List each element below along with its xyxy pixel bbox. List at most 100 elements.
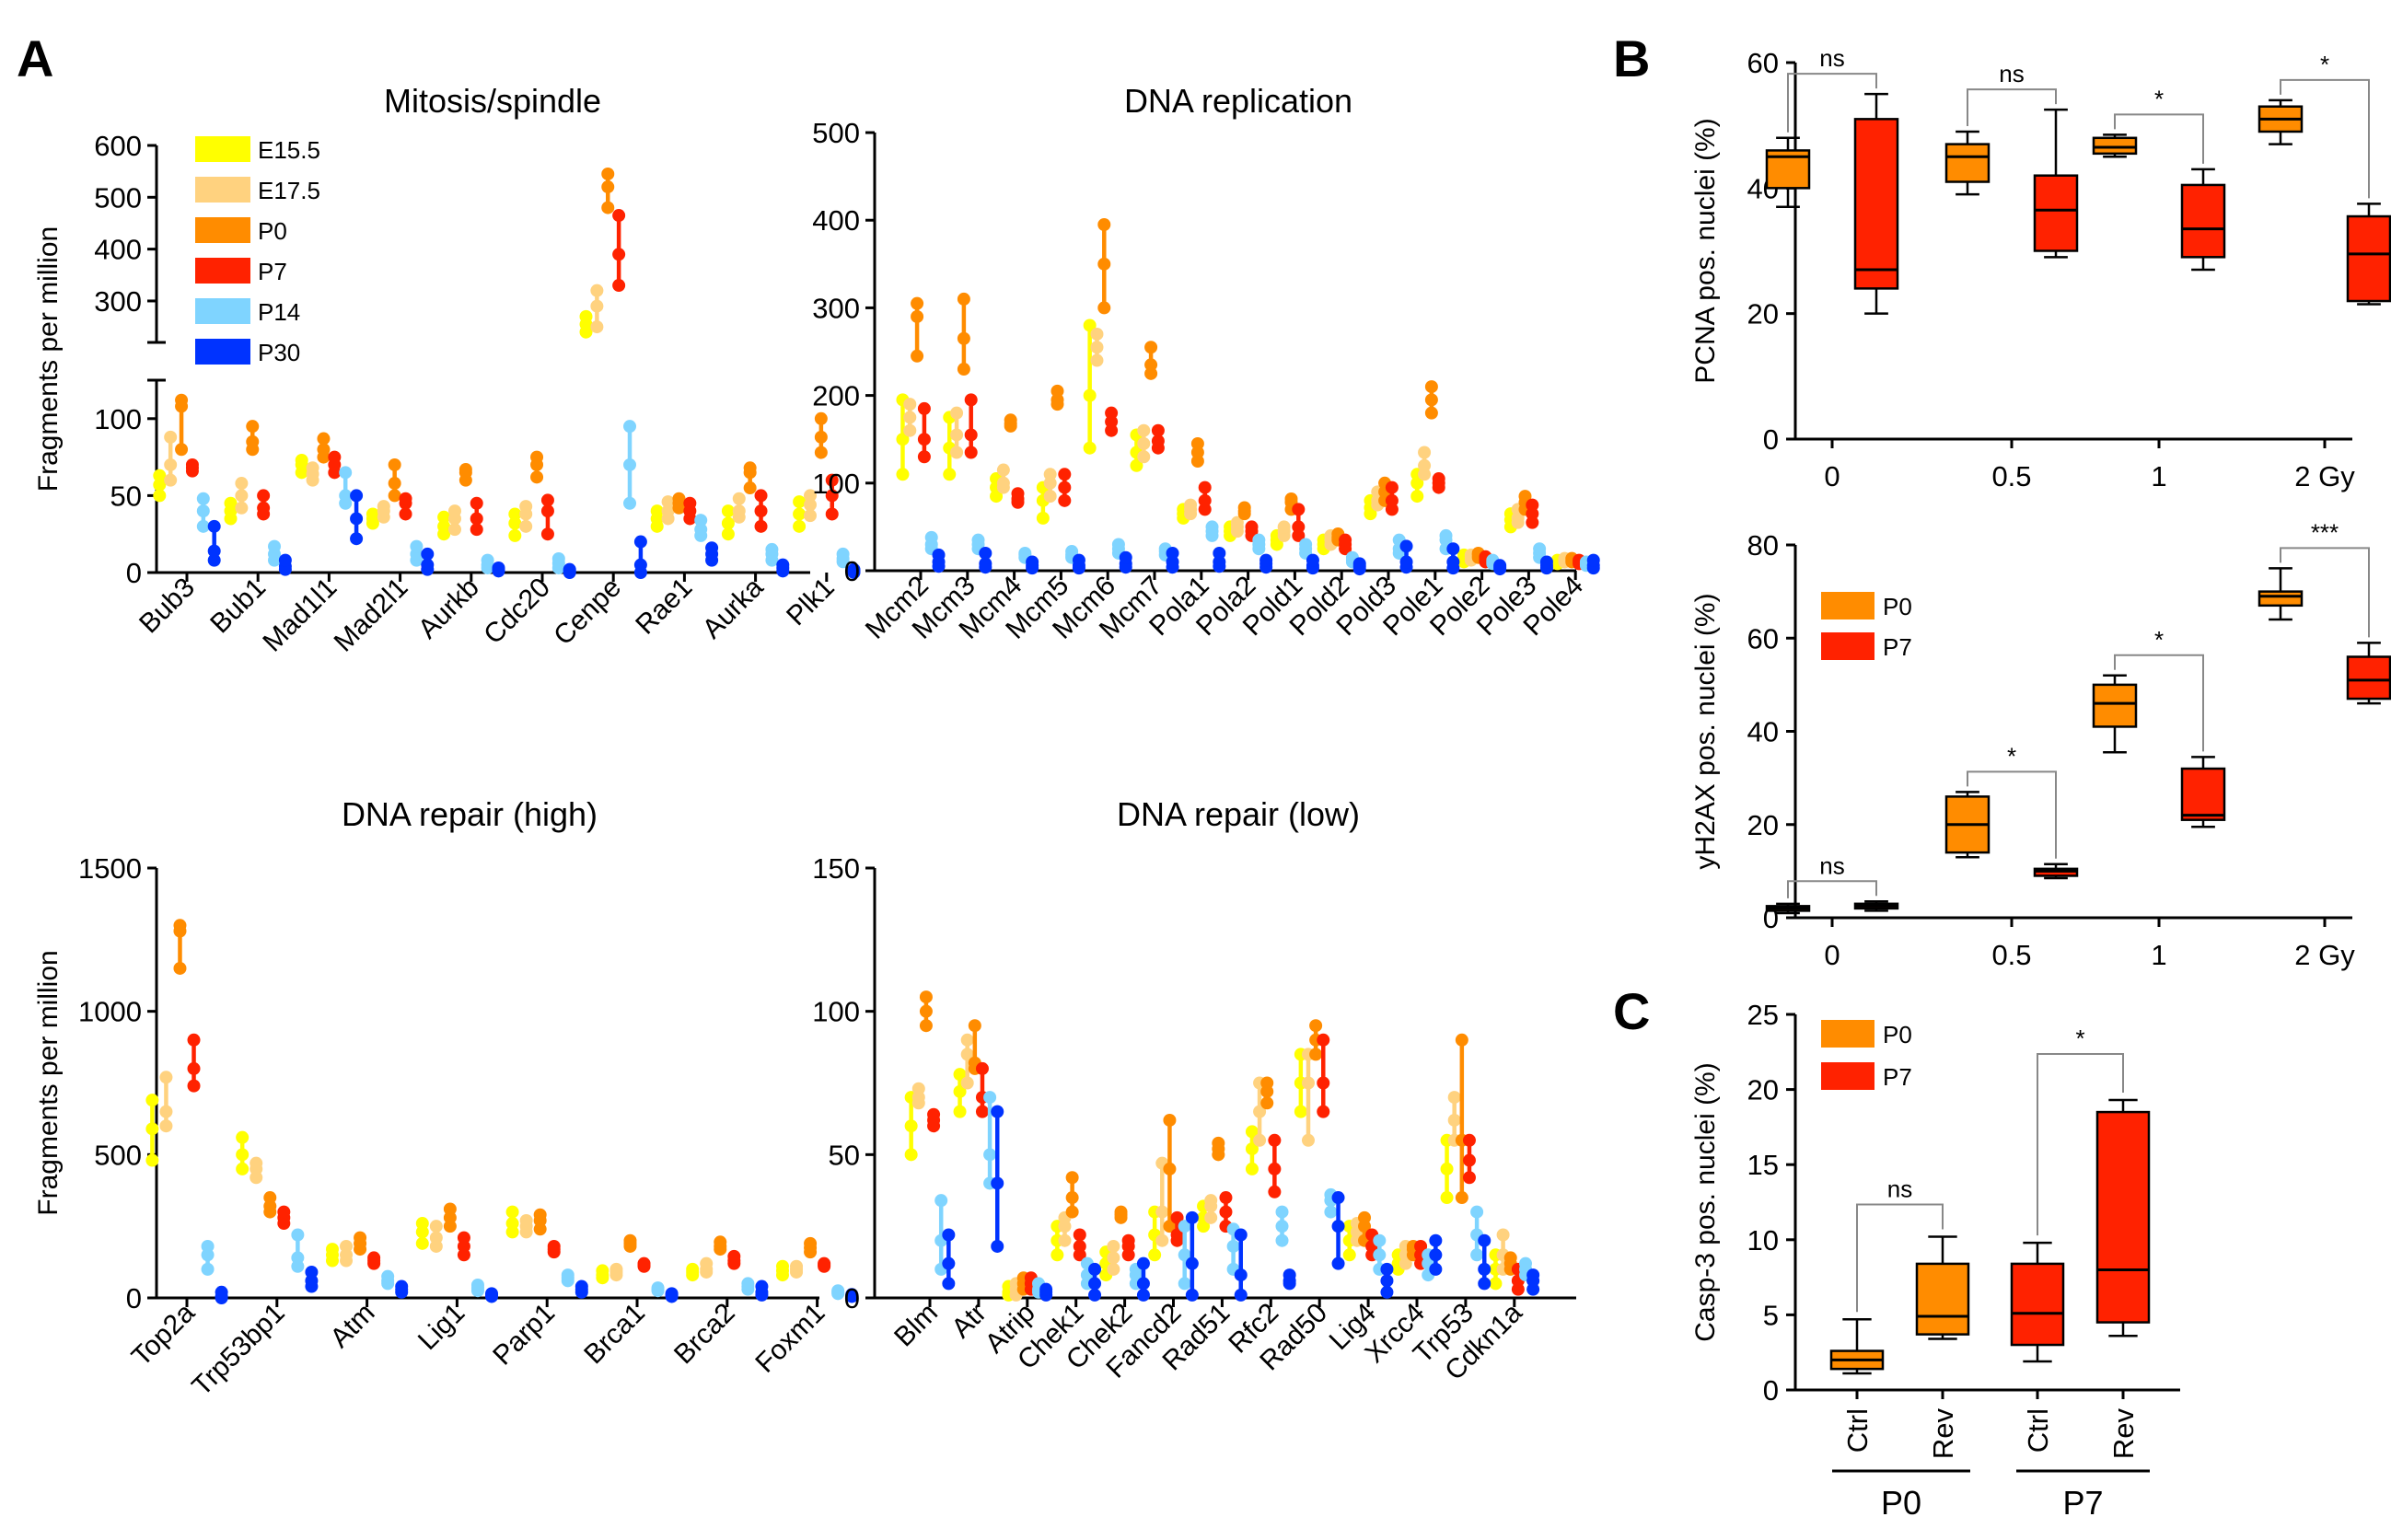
data-point-p30-cenpe-2 — [633, 535, 647, 549]
box-p0-2-gy-box — [2258, 590, 2304, 608]
data-point-e17-5-chek1-0 — [1058, 1233, 1072, 1247]
data-point-e17-5-mcm2-2 — [903, 398, 917, 411]
data-point-p7-mcm5-0 — [1058, 493, 1072, 507]
y-tick-label-500: 500 — [94, 1139, 142, 1171]
data-point-p7-pole1-2 — [1432, 472, 1445, 486]
data-point-p7-rad51-2 — [1219, 1191, 1233, 1205]
data-point-e17-5-cdkn1a-2 — [1496, 1228, 1510, 1242]
data-point-p7-plk1-0 — [825, 507, 839, 521]
x-tick-label-1: 1 — [2151, 939, 2166, 971]
x-category-label-cenpe: Cenpe — [548, 573, 627, 652]
data-point-p14-plk1-2 — [836, 547, 850, 561]
data-point-e15-5-parp1-1 — [505, 1217, 519, 1231]
x-category-label-cdc20: Cdc20 — [478, 573, 556, 651]
data-point-e17-5-mcm5-0 — [1043, 490, 1057, 504]
data-point-p30-blm-0 — [942, 1277, 956, 1291]
chart-title: DNA replication — [1124, 82, 1352, 120]
y-tick-label-15: 15 — [1747, 1149, 1779, 1181]
data-point-p0-pola2-2 — [1237, 501, 1251, 515]
data-point-p14-bub1-2 — [268, 539, 282, 553]
data-point-e15-5-cdc20-2 — [508, 507, 522, 521]
data-point-e17-5-mad2l1-2 — [377, 500, 390, 514]
data-point-e17-5-pold1-2 — [1277, 520, 1291, 534]
data-point-p30-rad50-0 — [1331, 1256, 1345, 1270]
data-point-p30-pold3-2 — [1399, 539, 1413, 553]
data-point-p0-bub1-1 — [246, 434, 260, 448]
data-point-p30-pold2-2 — [1352, 557, 1366, 571]
y-tick-label-0: 0 — [844, 1282, 860, 1314]
data-point-e17-5-rae1-1 — [661, 504, 675, 518]
data-point-e15-5-top2a-1 — [145, 1122, 159, 1136]
box-p0-1-box — [2092, 136, 2138, 156]
data-point-p14-fancd2-1 — [1178, 1248, 1191, 1262]
data-point-e17-5-foxm1-2 — [790, 1259, 804, 1273]
data-point-p7-plk1-1 — [825, 489, 839, 503]
data-point-e17-5-mcm5-2 — [1043, 468, 1057, 481]
data-point-p14-trp53-2 — [1470, 1205, 1484, 1219]
data-point-e17-5-bub3-2 — [164, 430, 178, 444]
data-point-e17-5-rad50-1 — [1301, 1076, 1315, 1090]
data-point-p0-blm-2 — [919, 990, 933, 1004]
data-point-e17-5-mcm6-1 — [1090, 341, 1104, 354]
data-point-p14-lig1-2 — [470, 1278, 484, 1291]
data-point-p14-pola1-2 — [1205, 520, 1219, 534]
data-point-p0-mad2l1-0 — [388, 489, 401, 503]
data-point-e17-5-trp53-2 — [1447, 1091, 1461, 1105]
data-point-p30-rad51-2 — [1234, 1228, 1248, 1242]
y-tick-label-5: 5 — [1763, 1299, 1779, 1331]
data-point-p14-cdc20-2 — [551, 551, 565, 565]
chart-casp3: 0 5 10 15 20 25 Casp-3 pos. nuclei (%) Ctrl Rev C… — [1690, 999, 2180, 1522]
data-point-p0-atr-2 — [968, 1019, 981, 1033]
y-tick-label-50: 50 — [110, 480, 142, 512]
x-tick-label-1: 1 — [2151, 460, 2166, 492]
data-point-p30-bub1-2 — [278, 553, 292, 567]
box-p0-rev-1-box — [1915, 1262, 1970, 1336]
data-point-p7-mad2l1-0 — [399, 507, 412, 521]
data-point-p14-bub3-1 — [196, 504, 210, 518]
data-point-p0-cenpe-1 — [601, 180, 615, 194]
data-point-e15-5-mcm3-0 — [943, 468, 957, 481]
data-point-p30-chek1-1 — [1088, 1277, 1102, 1291]
data-point-e15-5-mcm6-2 — [1083, 318, 1097, 332]
y-tick-label-500: 500 — [94, 181, 142, 214]
data-point-p0-mad2l1-1 — [388, 477, 401, 491]
data-point-p30-fancd2-0 — [1185, 1288, 1199, 1302]
data-point-p0-mcm6-2 — [1097, 217, 1111, 231]
y-tick-label-60: 60 — [1747, 622, 1779, 654]
data-point-e17-5-aurkb-0 — [447, 523, 461, 537]
data-point-e17-5-mcm2-1 — [903, 411, 917, 424]
data-point-p14-lig4-1 — [1373, 1248, 1387, 1262]
data-point-p0-pola1-2 — [1190, 436, 1204, 450]
data-point-p7-aurka-1 — [754, 504, 768, 518]
data-point-p30-bub3-2 — [207, 519, 221, 533]
data-point-p14-rad50-0 — [1324, 1205, 1338, 1219]
data-point-p14-pole3-2 — [1533, 542, 1547, 556]
data-point-e17-5-lig1-2 — [429, 1220, 443, 1233]
data-point-p7-mcm3-1 — [964, 428, 978, 442]
data-point-p14-fancd2-2 — [1178, 1220, 1191, 1233]
data-point-p30-trp53-0 — [1478, 1277, 1491, 1291]
data-point-p30-mad1l1-1 — [350, 512, 364, 526]
data-point-e15-5-mcm7-0 — [1130, 458, 1143, 472]
x-category-label-rev: Rev — [1927, 1408, 1959, 1460]
data-point-e17-5-cenpe-1 — [590, 299, 604, 313]
legend-swatch-p0 — [1821, 592, 1874, 619]
data-point-e15-5-trp53-0 — [1440, 1191, 1454, 1205]
legend-label-p7: P7 — [1883, 1063, 1912, 1091]
data-point-p7-brca1-2 — [637, 1256, 651, 1270]
y-tick-label-50: 50 — [829, 1139, 860, 1171]
data-point-p30-mcm2-2 — [932, 548, 946, 562]
data-point-p14-mcm5-2 — [1065, 545, 1079, 559]
data-point-p7-atm-2 — [367, 1251, 381, 1265]
data-point-p0-aurka-0 — [743, 481, 757, 495]
data-point-p14-rfc2-1 — [1275, 1220, 1289, 1233]
data-point-p7-rad50-1 — [1317, 1076, 1330, 1090]
data-point-e15-5-aurkb-1 — [437, 519, 451, 533]
data-point-p7-mcm6-2 — [1105, 406, 1119, 420]
data-point-p7-pola1-1 — [1198, 493, 1212, 507]
data-point-p30-aurkb-2 — [492, 561, 505, 574]
data-point-p30-pold1-2 — [1306, 553, 1319, 567]
data-point-p0-pole1-0 — [1424, 406, 1438, 420]
data-point-p30-brca1-2 — [665, 1287, 679, 1301]
